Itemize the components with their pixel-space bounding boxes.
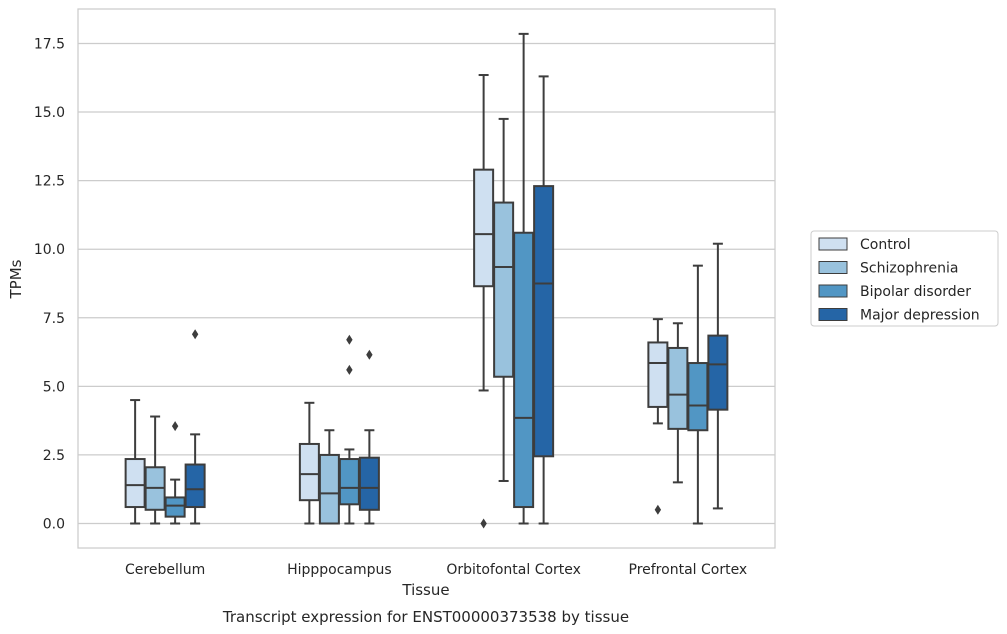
legend-swatch (818, 284, 848, 298)
box-3-2 (687, 264, 709, 525)
box-body (298, 442, 320, 502)
box-body (124, 458, 146, 509)
outlier-point (654, 504, 662, 515)
y-axis-ticks: 0.0 2.5 5.0 7.5 10.0 12.5 15.0 17.5 (34, 36, 65, 532)
box-3-0 (647, 318, 669, 515)
legend-frame (810, 230, 999, 327)
y-tick-label: 12.5 (34, 174, 65, 190)
box-1-3 (358, 349, 380, 525)
outlier-point (480, 518, 487, 529)
box-body (667, 346, 689, 430)
legend-label: Bipolar disorder (860, 284, 971, 300)
legend: Control Schizophrenia Bipolar disorder Majo… (810, 230, 999, 327)
plot-frame (77, 8, 776, 549)
box-series (124, 32, 729, 529)
box-3-1 (667, 322, 689, 484)
box-body (687, 362, 709, 432)
y-tick-label: 5.0 (43, 379, 65, 395)
x-tick-label: Orbitofontal Cortex (446, 562, 581, 578)
box-body (338, 458, 360, 506)
y-tick-label: 17.5 (34, 36, 65, 52)
y-tick-label: 15.0 (34, 105, 65, 121)
outlier-point (346, 334, 353, 345)
box-body (318, 453, 340, 525)
x-axis-ticks: Cerebellum Hipppocampus Orbitofontal Corte… (125, 562, 747, 578)
box-0-3 (184, 329, 206, 525)
y-axis-label: TPMs (7, 259, 25, 299)
box-body (164, 496, 186, 518)
outlier-point (171, 421, 179, 432)
legend-label: Control (860, 237, 911, 253)
box-2-1 (493, 117, 515, 482)
legend-label: Major depression (860, 308, 980, 324)
box-2-3 (533, 75, 555, 525)
legend-swatch (818, 237, 848, 251)
box-body (358, 456, 380, 511)
legend-swatch (818, 261, 848, 274)
outlier-point (366, 349, 373, 360)
box-body (647, 341, 669, 408)
box-2-0 (473, 74, 495, 529)
x-axis-label: Tissue (401, 581, 449, 599)
box-body (707, 334, 729, 411)
y-tick-label: 0.0 (43, 517, 65, 533)
box-0-2 (164, 421, 186, 525)
legend-label: Schizophrenia (860, 261, 958, 277)
box-body (513, 231, 535, 509)
outlier-point (191, 329, 199, 340)
x-tick-label: Hipppocampus (287, 562, 392, 578)
y-tick-label: 7.5 (43, 311, 65, 327)
outlier-point (346, 364, 353, 375)
y-tick-label: 2.5 (43, 448, 65, 464)
x-tick-label: Prefrontal Cortex (629, 562, 748, 578)
box-body (473, 168, 495, 288)
box-body (533, 185, 555, 458)
box-body (184, 463, 206, 509)
y-tick-label: 10.0 (34, 242, 65, 258)
legend-swatch (818, 308, 848, 321)
chart-caption: Transcript expression for ENST0000037353… (222, 608, 629, 626)
box-1-0 (298, 401, 320, 525)
box-3-3 (707, 242, 729, 510)
x-tick-label: Cerebellum (125, 562, 205, 578)
box-body (493, 201, 515, 378)
box-0-1 (144, 415, 166, 525)
